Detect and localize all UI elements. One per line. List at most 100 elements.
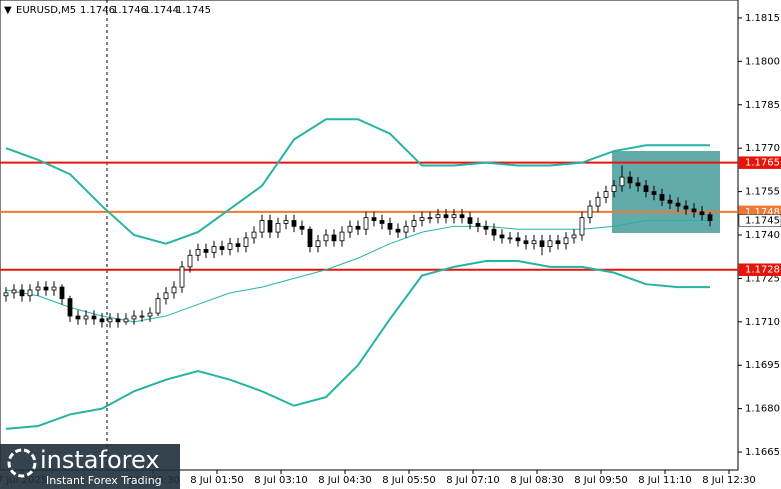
candle-body [563, 237, 569, 245]
candle-body [91, 315, 97, 320]
candle-body [307, 228, 313, 247]
candle-body [19, 289, 25, 297]
candle-body [3, 292, 9, 297]
candle-body [571, 234, 577, 239]
level-tag [738, 156, 781, 169]
candle-body [467, 217, 473, 224]
candle-body [139, 315, 145, 318]
candle-body [475, 223, 481, 227]
marks [0, 118, 738, 430]
candle-body [531, 240, 537, 245]
candle-body [347, 225, 353, 233]
y-tick-label: 1.1695 [745, 360, 780, 371]
x-tick-label: 8 Jul 09:50 [574, 475, 628, 486]
candle-body [507, 237, 513, 240]
ohlc-close: 1.1745 [176, 5, 211, 16]
candle-body [411, 220, 417, 227]
y-tick-label: 1.1725 [745, 273, 780, 284]
candle-body [123, 318, 129, 323]
level-label: 1.1728 [745, 265, 780, 276]
watermark: instaforex Instant Forex Trading [0, 444, 180, 489]
candle-body [323, 234, 329, 242]
bollinger-band [5, 220, 710, 323]
candle-body [483, 225, 489, 230]
candle-body [187, 254, 193, 268]
candle-body [99, 318, 105, 323]
candle-body [235, 243, 241, 247]
x-tick-label: 8 Jul 08:30 [510, 475, 564, 486]
candle-body [387, 223, 393, 230]
candle-body [667, 199, 673, 204]
ohlc-high: 1.1746 [112, 5, 147, 16]
candle-body [83, 315, 89, 320]
candle-body [131, 315, 137, 320]
y-tick-label: 1.1800 [745, 56, 780, 67]
y-tick-label: 1.1740 [745, 230, 780, 241]
level-label: 1.1748 [745, 207, 780, 218]
candle-body [611, 185, 617, 192]
x-tick-label: 8 Jul 12:30 [702, 475, 756, 486]
y-tick-label: 1.1680 [745, 404, 780, 415]
level-label: 1.1745 [745, 216, 780, 227]
candle-body [403, 225, 409, 233]
y-tick-label: 1.1785 [745, 100, 780, 111]
x-tick-label: 8 Jul 01:50 [190, 475, 244, 486]
y-tick-label: 1.1770 [745, 143, 780, 154]
logo-icon [7, 448, 37, 478]
candle-body [331, 234, 337, 242]
logo-brand: instaforex [40, 446, 160, 474]
candle-body [211, 246, 217, 253]
candle-body [515, 237, 521, 242]
candle-body [587, 205, 593, 219]
candle-body [267, 220, 273, 233]
candle-body [419, 217, 425, 221]
y-tick-label: 1.1815 [745, 13, 780, 24]
x-tick-label: 8 Jul 11:10 [638, 475, 692, 486]
candle-body [707, 214, 713, 221]
candle-body [355, 225, 361, 230]
x-tick-label: 8 Jul 04:30 [318, 475, 372, 486]
candle-body [427, 217, 433, 220]
y-tick-label: 1.1665 [745, 447, 780, 458]
candle-body [379, 220, 385, 224]
candle-body [107, 318, 113, 323]
x-tick-label: 8 Jul 03:10 [254, 475, 308, 486]
candle-body [443, 214, 449, 219]
candle-body [35, 286, 41, 291]
level-tag [738, 214, 781, 227]
symbol: EURUSD,M5 [16, 5, 76, 16]
candle-body [51, 286, 57, 291]
candle-body [315, 240, 321, 247]
level-tag [738, 263, 781, 276]
candle-body [699, 211, 705, 216]
candle-body [451, 214, 457, 219]
x-tick-label: 8 Jul 05:50 [382, 475, 436, 486]
candle-body [339, 231, 345, 242]
candle-body [371, 217, 377, 221]
candle-body [635, 182, 641, 187]
candle-body [691, 208, 697, 213]
candle-body [275, 223, 281, 233]
candle-body [499, 234, 505, 239]
candle-body [147, 312, 153, 317]
candle-body [155, 298, 161, 314]
candle-body [603, 191, 609, 198]
candle-body [243, 237, 249, 247]
candle-body [579, 217, 585, 236]
candle-body [491, 228, 497, 236]
candle-body [115, 318, 121, 323]
candle-body [283, 220, 289, 224]
candle-body [259, 220, 265, 233]
plot-frame [0, 0, 739, 471]
candle-body [195, 249, 201, 256]
candle-body [203, 249, 209, 253]
candle-body [675, 202, 681, 207]
candle-body [547, 240, 553, 247]
candle-body [651, 191, 657, 195]
candle-body [219, 246, 225, 250]
candle-body [595, 196, 601, 207]
candle-body [179, 266, 185, 288]
header: ▼ EURUSD,M5 1.1746 1.1746 1.1744 1.1745 [4, 5, 211, 16]
